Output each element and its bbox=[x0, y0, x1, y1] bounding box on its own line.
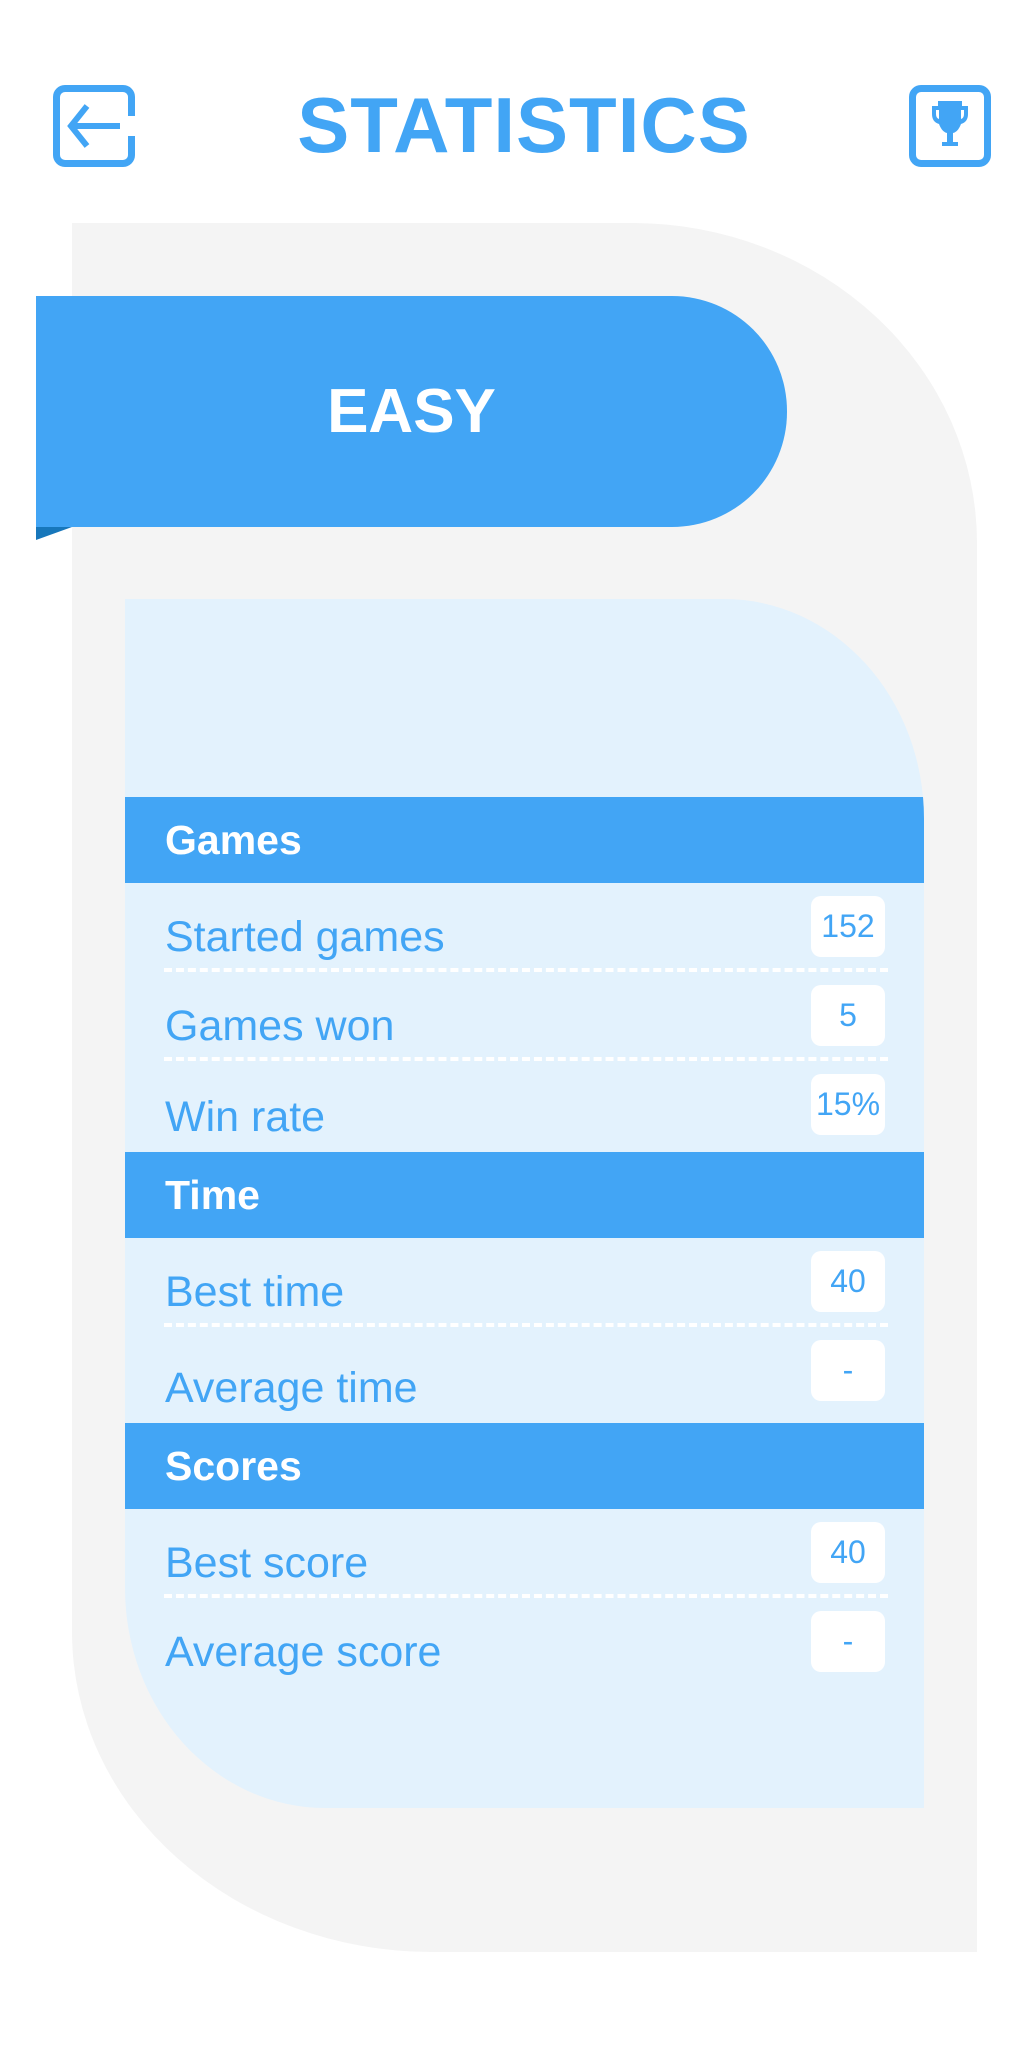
stat-row: Best time 40 bbox=[125, 1238, 924, 1327]
exit-arrow-icon bbox=[67, 104, 120, 148]
page-title: STATISTICS bbox=[297, 81, 751, 169]
section-header-time: Time bbox=[125, 1152, 924, 1238]
section-header-games: Games bbox=[125, 797, 924, 883]
leaderboard-button[interactable] bbox=[909, 85, 991, 167]
stat-value: - bbox=[811, 1611, 885, 1672]
stat-row: Average score - bbox=[125, 1598, 924, 1687]
banner-fold bbox=[36, 527, 72, 540]
difficulty-banner[interactable]: EASY bbox=[36, 296, 787, 527]
back-button[interactable] bbox=[53, 85, 136, 167]
stat-value: - bbox=[811, 1340, 885, 1401]
stat-label: Average score bbox=[165, 1628, 442, 1676]
stat-label: Average time bbox=[165, 1364, 418, 1412]
stat-row: Started games 152 bbox=[125, 883, 924, 972]
stat-row: Win rate 15% bbox=[125, 1061, 924, 1152]
stat-label: Win rate bbox=[165, 1093, 326, 1141]
stat-value: 15% bbox=[811, 1074, 885, 1135]
stat-label: Best score bbox=[165, 1539, 369, 1587]
stat-label: Games won bbox=[165, 1002, 395, 1050]
stat-value: 40 bbox=[811, 1251, 885, 1312]
stat-label: Started games bbox=[165, 913, 445, 961]
stats-panel: Games Started games 152 Games won 5 Win ra… bbox=[125, 599, 924, 1808]
stat-row: Best score 40 bbox=[125, 1509, 924, 1598]
stat-value: 40 bbox=[811, 1522, 885, 1583]
stat-value: 152 bbox=[811, 896, 885, 957]
stat-value: 5 bbox=[811, 985, 885, 1046]
difficulty-label: EASY bbox=[327, 377, 496, 446]
stat-row: Average time - bbox=[125, 1327, 924, 1423]
stat-row: Games won 5 bbox=[125, 972, 924, 1061]
section-header-scores: Scores bbox=[125, 1423, 924, 1509]
trophy-icon bbox=[932, 101, 968, 146]
stat-label: Best time bbox=[165, 1268, 345, 1316]
icon-gap bbox=[126, 116, 136, 136]
